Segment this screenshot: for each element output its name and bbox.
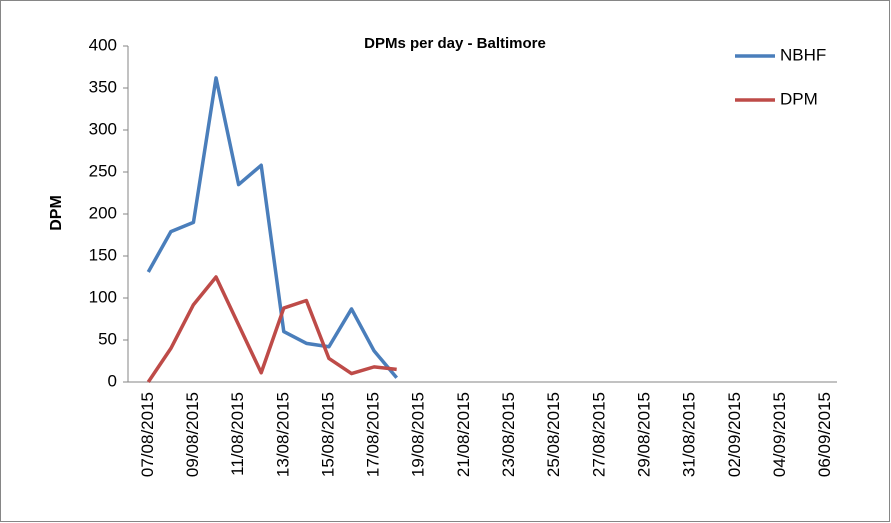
y-tick-label: 150 <box>89 245 117 264</box>
x-tick-label: 11/08/2015 <box>228 392 247 476</box>
x-tick-label: 31/08/2015 <box>680 392 699 477</box>
line-series <box>146 76 399 379</box>
line-series <box>146 275 397 383</box>
legend-label: DPM <box>780 89 818 108</box>
y-tick-label: 300 <box>89 119 117 138</box>
y-tick-label: 200 <box>89 203 117 222</box>
legend-label: NBHF <box>780 45 826 64</box>
x-tick-label: 29/08/2015 <box>635 392 654 477</box>
x-tick-label: 06/09/2015 <box>815 392 834 477</box>
y-tick-label: 50 <box>98 329 117 348</box>
y-tick-label: 100 <box>89 287 117 306</box>
x-tick-label: 15/08/2015 <box>318 392 337 477</box>
x-tick-label: 07/08/2015 <box>138 392 157 477</box>
x-tick-label: 21/08/2015 <box>454 392 473 477</box>
x-tick-label: 27/08/2015 <box>589 392 608 477</box>
x-tick-label: 19/08/2015 <box>409 392 428 477</box>
x-tick-label: 04/09/2015 <box>770 392 789 477</box>
y-tick-label: 0 <box>108 371 117 390</box>
y-axis-label: DPM <box>48 195 65 231</box>
x-tick-label: 25/08/2015 <box>544 392 563 477</box>
y-tick-label: 250 <box>89 161 117 180</box>
y-tick-label: 350 <box>89 77 117 96</box>
x-tick-label: 17/08/2015 <box>364 392 383 477</box>
x-tick-label: 09/08/2015 <box>183 392 202 477</box>
x-tick-label: 23/08/2015 <box>499 392 518 477</box>
y-tick-label: 400 <box>89 35 117 54</box>
x-tick-label: 02/09/2015 <box>725 392 744 477</box>
x-tick-label: 13/08/2015 <box>273 392 292 477</box>
chart-title: DPMs per day - Baltimore <box>364 35 546 52</box>
